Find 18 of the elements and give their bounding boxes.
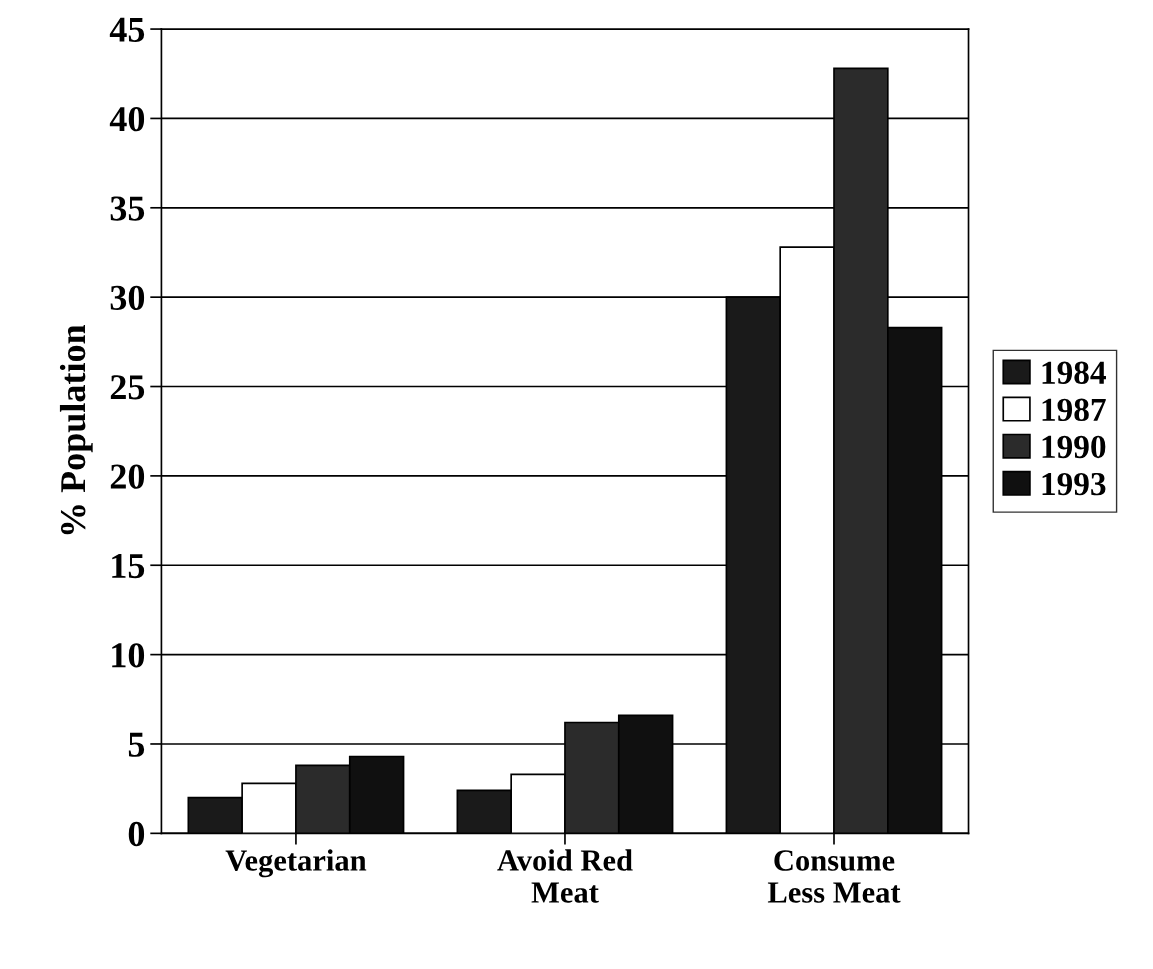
y-tick-label: 10 (112, 643, 145, 668)
legend-label: 1993 (1042, 472, 1106, 496)
y-tick-label: 30 (110, 285, 145, 311)
x-tick-label: Vegetarian (225, 849, 367, 878)
y-axis-title: % Population (59, 324, 93, 535)
y-tick-label: 0 (128, 821, 145, 847)
y-tick-label: 40 (109, 106, 145, 132)
y-tick-label: 5 (128, 732, 145, 757)
legend-label: 1990 (1042, 435, 1106, 459)
legend-label: 1987 (1042, 398, 1106, 422)
x-tick-label: Consume Less Meat (767, 850, 901, 903)
y-tick-label: 15 (112, 553, 145, 579)
y-tick-label: 45 (109, 17, 145, 42)
legend-label: 1984 (1042, 361, 1106, 384)
y-tick-label: 20 (110, 464, 145, 489)
y-tick-label: 35 (110, 196, 145, 221)
y-tick-label: 25 (110, 375, 145, 400)
x-tick-label: Avoid Red Meat (497, 849, 633, 903)
